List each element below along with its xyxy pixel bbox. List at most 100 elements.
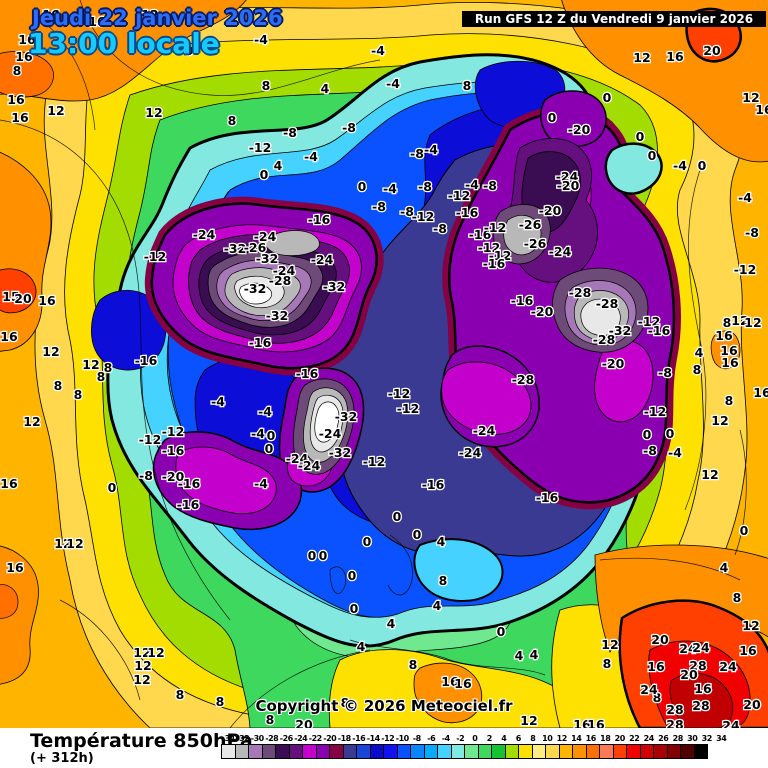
- contour-label: 20: [295, 717, 313, 728]
- legend-color-box: [491, 744, 506, 759]
- cold-ribbon-neg22-siberia-south: [441, 361, 532, 435]
- contour-label: -8: [483, 178, 497, 193]
- contour-label: -28: [512, 372, 535, 387]
- contour-label: -24: [193, 227, 216, 242]
- legend-value: 28: [672, 734, 684, 743]
- contour-label: 0: [308, 548, 317, 563]
- temperature-legend: -34 -32 -30 -28 -26 -24 -22 -20 -18 -16 -14 -12 -10-…: [221, 734, 729, 759]
- contour-label: 16: [15, 49, 33, 64]
- legend-color-box: [639, 744, 654, 759]
- contour-label: 24: [692, 640, 710, 655]
- contour-label: 8: [216, 694, 225, 709]
- cold-ribbon-neg22-labrador: [175, 446, 277, 515]
- legend-value: 2: [486, 734, 493, 743]
- contour-label: -8: [410, 146, 424, 161]
- contour-label: -20: [568, 122, 591, 137]
- legend-color-box: [302, 744, 317, 759]
- contour-label: -8: [400, 204, 414, 219]
- contour-label: -12: [144, 249, 167, 264]
- contour-label: 12: [742, 90, 759, 105]
- contour-label: 4: [515, 648, 524, 663]
- legend-color-box: [369, 744, 384, 759]
- contour-label: -26: [519, 217, 542, 232]
- legend-value: -18: [337, 734, 351, 743]
- legend-color-box: [315, 744, 330, 759]
- contour-label: -8: [643, 443, 657, 458]
- contour-label: 12: [134, 658, 151, 673]
- contour-label: -20: [539, 203, 562, 218]
- warm-spot-west-south: [0, 584, 19, 619]
- legend-color-box: [342, 744, 357, 759]
- hot-core-southeast-28: [669, 673, 734, 728]
- legend-color-box: [572, 744, 587, 759]
- legend-color-box: [599, 744, 614, 759]
- contour-label: 12: [147, 645, 164, 660]
- contour-label: 16: [441, 674, 459, 689]
- contour-label: -16: [296, 366, 319, 381]
- legend-value: -12: [381, 734, 395, 743]
- contour-label: 16: [11, 110, 29, 125]
- contour-label: 16: [720, 343, 738, 358]
- contour-label: -4: [465, 177, 479, 192]
- contour-label: 16: [38, 293, 56, 308]
- contour-label: -28: [269, 273, 292, 288]
- copyright-notice: Copyright © 2026 Meteociel.fr: [255, 697, 513, 715]
- cold-tongue-baltic: [413, 538, 504, 602]
- legend-value: -34: [221, 734, 235, 743]
- contour-label: 16: [647, 659, 665, 674]
- contour-label: 12: [66, 536, 83, 551]
- contour-label: 0: [350, 601, 359, 616]
- contour-label: 12: [711, 413, 728, 428]
- contour-label: -8: [342, 120, 356, 135]
- legend-color-box: [261, 744, 276, 759]
- contour-label: 8: [439, 573, 448, 588]
- contour-label: 16: [753, 385, 768, 400]
- contour-label: -12: [388, 386, 411, 401]
- legend-boxes: [221, 744, 729, 759]
- legend-color-box: [545, 744, 560, 759]
- contour-label: 8: [228, 113, 237, 128]
- contour-label: -16: [511, 293, 534, 308]
- contour-label: -32: [335, 409, 358, 424]
- contour-label: -24: [273, 263, 296, 278]
- contour-label: 16: [42, 7, 60, 22]
- contour-label: 12: [744, 315, 761, 330]
- warm-spot-east-16: [710, 330, 741, 370]
- contour-label: 8: [725, 393, 734, 408]
- legend-value: 16: [585, 734, 597, 743]
- contour-label: -24: [473, 423, 496, 438]
- legend-value: -4: [441, 734, 450, 743]
- contour-label: 12: [133, 645, 150, 660]
- contour-label: 12: [731, 313, 748, 328]
- contour-label: -8: [433, 221, 447, 236]
- contour-label: 24: [640, 682, 658, 697]
- contour-label: 16: [587, 717, 605, 728]
- legend-value: 30: [687, 734, 698, 743]
- legend-value: -16: [352, 734, 366, 743]
- contour-label: -12: [489, 248, 512, 263]
- contour-label: -16: [469, 227, 492, 242]
- contour-label: -8: [283, 125, 297, 140]
- contour-label: -20: [602, 356, 625, 371]
- contour-label: 12: [42, 344, 59, 359]
- legend-value: 34: [716, 734, 727, 743]
- contour-label: -12: [412, 209, 435, 224]
- contour-label: -4: [383, 181, 397, 196]
- contour-label: -32: [323, 279, 346, 294]
- legend-color-box: [477, 744, 492, 759]
- legend-color-box: [450, 744, 465, 759]
- contour-label: -32: [329, 445, 352, 460]
- contour-label: -4: [386, 76, 400, 91]
- contour-label: -12: [363, 454, 386, 469]
- legend-color-box: [626, 744, 641, 759]
- contour-label: 12: [141, 7, 158, 22]
- legend-value: -26: [279, 734, 293, 743]
- legend-color-box: [275, 744, 290, 759]
- contour-label: 8: [262, 78, 271, 93]
- contour-label: 20: [680, 667, 698, 682]
- contour-label: 12: [633, 50, 650, 65]
- contour-label: 0: [358, 179, 367, 194]
- legend-value: -14: [366, 734, 380, 743]
- legend-value: 22: [629, 734, 640, 743]
